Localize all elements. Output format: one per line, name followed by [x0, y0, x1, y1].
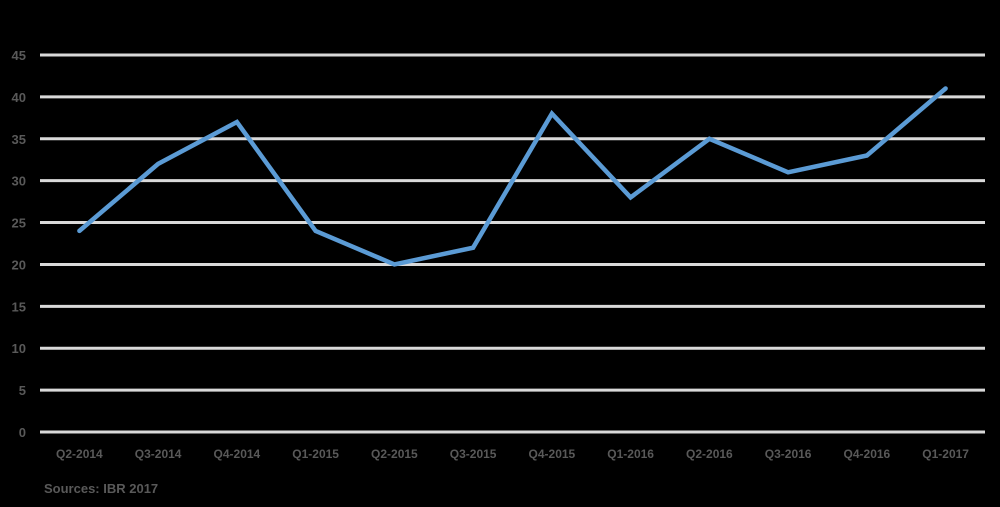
x-tick-label: Q1-2015	[292, 447, 339, 461]
x-tick-label: Q2-2015	[371, 447, 418, 461]
x-tick-label: Q2-2016	[686, 447, 733, 461]
x-tick-label: Q3-2016	[765, 447, 812, 461]
data-line	[77, 86, 948, 267]
x-tick-label: Q3-2015	[450, 447, 497, 461]
x-tick-label: Q4-2015	[529, 447, 576, 461]
y-tick-label: 40	[12, 90, 26, 105]
y-tick-label: 0	[19, 425, 26, 440]
x-tick-label: Q2-2014	[56, 447, 103, 461]
y-tick-label: 45	[12, 48, 26, 63]
y-axis-labels: 0 5 10 15 20 25 30 35 40 45	[12, 48, 26, 440]
source-note: Sources: IBR 2017	[44, 481, 159, 496]
y-tick-label: 25	[12, 216, 26, 231]
y-tick-label: 35	[12, 132, 26, 147]
x-tick-label: Q3-2014	[135, 447, 182, 461]
y-tick-label: 10	[12, 341, 26, 356]
gridlines	[40, 53, 985, 434]
y-tick-label: 30	[12, 174, 26, 189]
y-tick-label: 5	[19, 383, 26, 398]
x-tick-label: Q4-2014	[214, 447, 261, 461]
x-tick-label: Q4-2016	[844, 447, 891, 461]
x-tick-label: Q1-2016	[607, 447, 654, 461]
y-tick-label: 20	[12, 257, 26, 272]
y-tick-label: 15	[12, 299, 26, 314]
x-tick-label: Q1-2017	[922, 447, 969, 461]
x-axis-labels: Q2-2014 Q3-2014 Q4-2014 Q1-2015 Q2-2015 Q3-20…	[56, 447, 969, 461]
